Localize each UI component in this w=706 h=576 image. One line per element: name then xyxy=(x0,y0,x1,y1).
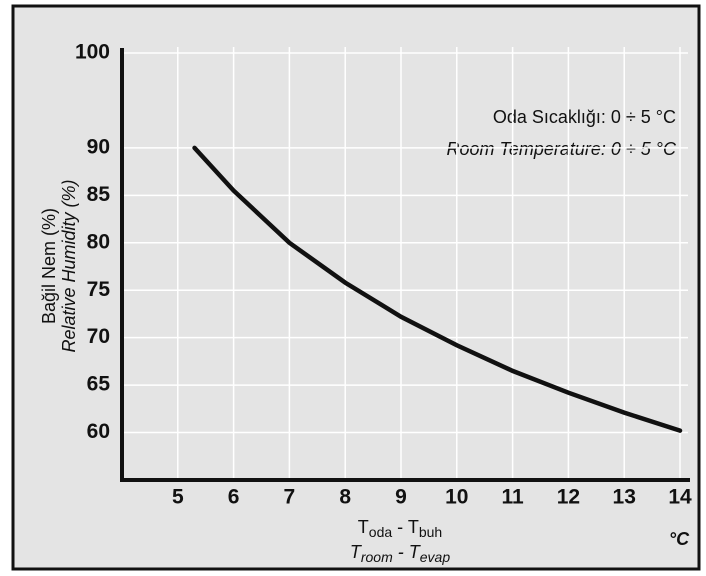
y-tick-label: 80 xyxy=(87,230,110,253)
x-tick-label: 9 xyxy=(395,486,407,509)
x-tick-label: 6 xyxy=(228,486,240,509)
y-tick-label: 100 xyxy=(75,41,110,64)
annotation: Oda Sıcaklığı: 0 ÷ 5 °C xyxy=(493,107,676,127)
y-axis-label: Relative Humidity (%) xyxy=(59,179,79,352)
x-axis-label: Toda - Tbuh xyxy=(358,517,442,540)
y-tick-label: 60 xyxy=(87,420,110,443)
x-axis-label-part: T xyxy=(358,517,369,537)
x-axis-label-part: room xyxy=(361,549,393,565)
y-tick-label: 70 xyxy=(87,325,110,348)
annotation: Room Temperature: 0 ÷ 5 °C xyxy=(446,139,677,159)
x-axis-label-part: buh xyxy=(419,524,442,540)
x-tick-label: 5 xyxy=(172,486,184,509)
x-axis-label-part: - T xyxy=(393,542,422,562)
x-axis-label-part: T xyxy=(350,542,363,562)
x-axis-label-part: evap xyxy=(420,549,451,565)
x-axis-label-part: - T xyxy=(392,517,419,537)
x-tick-label: 14 xyxy=(668,486,692,509)
y-axis-label: Bağil Nem (%) xyxy=(39,208,59,324)
y-tick-label: 90 xyxy=(87,135,110,158)
x-tick-label: 11 xyxy=(501,486,524,509)
x-tick-label: 13 xyxy=(613,486,636,509)
x-unit: °C xyxy=(669,529,690,549)
x-axis-label: Troom - Tevap xyxy=(350,542,450,565)
x-tick-label: 8 xyxy=(339,486,351,509)
x-tick-label: 10 xyxy=(445,486,468,509)
x-axis-label-part: oda xyxy=(369,524,393,540)
x-tick-label: 7 xyxy=(284,486,296,509)
y-tick-label: 75 xyxy=(87,278,111,301)
y-tick-label: 65 xyxy=(87,373,111,396)
curve xyxy=(192,145,683,433)
x-tick-label: 12 xyxy=(557,486,580,509)
y-tick-label: 85 xyxy=(87,183,111,206)
